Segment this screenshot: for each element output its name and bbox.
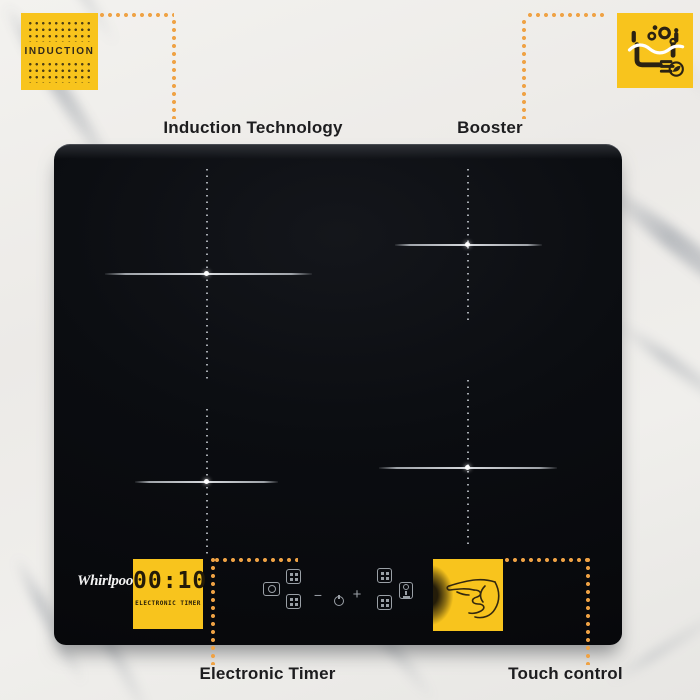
power-icon [334, 595, 344, 606]
induction-hob: Whirlpool 00:10 ELECTRONIC TIMER − + [54, 144, 622, 645]
key-lock-icon [399, 582, 413, 599]
marble-vein [612, 316, 700, 428]
zone-select-front-left-icon [286, 594, 301, 609]
halftone-pattern [27, 61, 92, 83]
touch-hand-icon [446, 578, 500, 619]
callout-booster: Booster [457, 118, 523, 137]
dotted-connector [585, 557, 591, 665]
halftone-pattern [27, 20, 92, 42]
booster-badge [617, 13, 693, 88]
zone-center-dot [465, 242, 470, 247]
whirlpool-logo: Whirlpool [77, 573, 137, 589]
zone-center-dot [204, 271, 209, 276]
dotted-connector [521, 19, 527, 119]
zone-center-dot [465, 465, 470, 470]
dotted-connector [214, 557, 298, 563]
zone-select-rear-right-icon [377, 568, 392, 583]
touch-control-highlight [433, 559, 503, 631]
zone-select-front-right-icon [377, 595, 392, 610]
plus-control: + [352, 586, 362, 603]
zone-select-rear-left-icon [286, 569, 301, 584]
induction-badge: INDUCTION [21, 13, 98, 90]
callout-touch-control: Touch control [508, 664, 623, 683]
zone-center-dot [204, 479, 209, 484]
dotted-connector [527, 12, 608, 18]
booster-pot-icon [627, 25, 685, 77]
dotted-connector [504, 557, 588, 563]
dotted-connector [210, 557, 216, 665]
timer-caption: ELECTRONIC TIMER [135, 600, 201, 607]
induction-badge-label: INDUCTION [24, 46, 95, 57]
clock-icon [263, 582, 280, 596]
dotted-connector [99, 12, 174, 18]
timer-display: 00:10 ELECTRONIC TIMER [133, 559, 208, 629]
blurred-pot-edge [433, 565, 453, 625]
callout-electronic-timer: Electronic Timer [199, 664, 336, 683]
dotted-connector [171, 19, 177, 119]
callout-induction-technology: Induction Technology [163, 118, 343, 137]
timer-time: 00:10 [133, 568, 208, 594]
minus-control: − [313, 587, 323, 603]
zone-vertical-dotted-line [467, 380, 469, 548]
